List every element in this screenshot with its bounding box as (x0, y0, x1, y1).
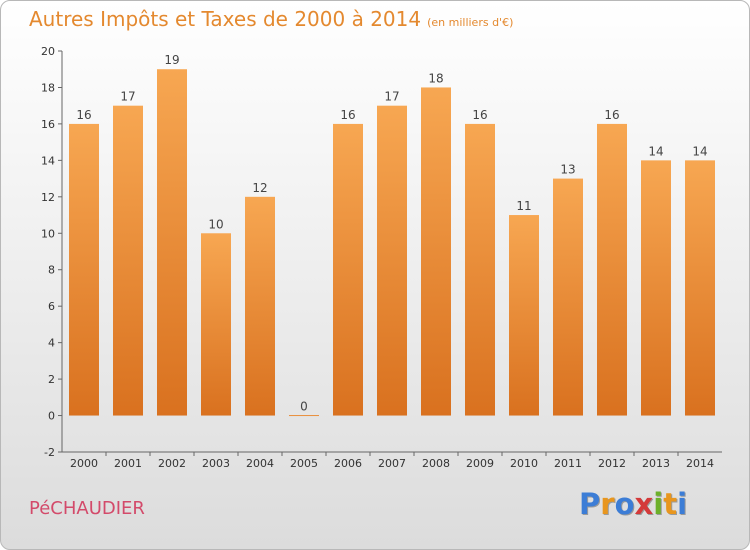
bar-2012 (597, 123, 627, 416)
bar-value-label-2007: 17 (384, 90, 399, 104)
bar-value-label-2004: 12 (252, 181, 267, 195)
bar-value-label-2001: 17 (120, 90, 135, 104)
logo-letter: o (614, 487, 635, 521)
x-tick-label-2009: 2009 (466, 457, 494, 470)
proxiti-logo[interactable]: Proxiti (579, 487, 687, 521)
bar-2014 (685, 160, 715, 416)
x-tick-label-2012: 2012 (598, 457, 626, 470)
logo-letter: x (634, 487, 654, 521)
bar-value-label-2014: 14 (692, 144, 707, 158)
bar-2007 (377, 105, 407, 416)
bar-2001 (113, 105, 143, 416)
logo-letter: i (677, 487, 688, 521)
bar-value-label-2002: 19 (164, 53, 179, 67)
bar-2004 (245, 196, 275, 416)
bar-2011 (553, 178, 583, 416)
x-tick-label-2004: 2004 (246, 457, 274, 470)
y-tick-label: 18 (41, 81, 55, 94)
bar-value-label-2011: 13 (560, 163, 575, 177)
chart-unit: (en milliers d'€) (427, 16, 514, 29)
bar-2008 (421, 87, 451, 416)
bar-2002 (157, 69, 187, 416)
bar-value-label-2009: 16 (472, 108, 487, 122)
x-tick-label-2002: 2002 (158, 457, 186, 470)
bar-value-label-2003: 10 (208, 217, 223, 231)
logo-letter: i (653, 487, 664, 521)
x-tick-label-2013: 2013 (642, 457, 670, 470)
y-tick-label: 0 (48, 410, 55, 423)
bar-value-label-2000: 16 (76, 108, 91, 122)
x-tick-label-2005: 2005 (290, 457, 318, 470)
bar-value-label-2005: 0 (300, 400, 308, 414)
logo-letter: P (579, 487, 601, 521)
bar-2009 (465, 123, 495, 416)
bar-value-label-2008: 18 (428, 71, 443, 85)
chart-title-text: Autres Impôts et Taxes de 2000 à 2014 (29, 7, 422, 31)
y-tick-label: 20 (41, 45, 55, 58)
x-tick-label-2006: 2006 (334, 457, 362, 470)
town-name: PéCHAUDIER (29, 498, 145, 519)
bar-value-label-2010: 11 (516, 199, 531, 213)
bar-2000 (69, 123, 99, 416)
bar-2006 (333, 123, 363, 416)
y-tick-label: 16 (41, 118, 55, 131)
x-tick-label-2011: 2011 (554, 457, 582, 470)
y-tick-label: 8 (48, 264, 55, 277)
y-tick-label: 4 (48, 337, 55, 350)
bar-2013 (641, 160, 671, 416)
bar-2010 (509, 215, 539, 416)
bar-value-label-2013: 14 (648, 144, 663, 158)
bar-2005 (289, 415, 319, 417)
y-tick-label: -2 (44, 446, 55, 459)
x-tick-label-2000: 2000 (70, 457, 98, 470)
x-tick-label-2010: 2010 (510, 457, 538, 470)
x-tick-label-2001: 2001 (114, 457, 142, 470)
bar-value-label-2006: 16 (340, 108, 355, 122)
chart-title: Autres Impôts et Taxes de 2000 à 2014 (en… (29, 7, 513, 31)
x-tick-label-2007: 2007 (378, 457, 406, 470)
y-tick-label: 6 (48, 300, 55, 313)
y-tick-label: 10 (41, 227, 55, 240)
x-tick-label-2014: 2014 (686, 457, 714, 470)
bar-value-label-2012: 16 (604, 108, 619, 122)
bar-2003 (201, 233, 231, 416)
y-tick-label: 14 (41, 154, 55, 167)
x-tick-label-2008: 2008 (422, 457, 450, 470)
logo-letter: t (663, 487, 678, 521)
logo-letter: r (600, 487, 615, 521)
x-tick-label-2003: 2003 (202, 457, 230, 470)
y-tick-label: 2 (48, 373, 55, 386)
y-tick-label: 12 (41, 191, 55, 204)
